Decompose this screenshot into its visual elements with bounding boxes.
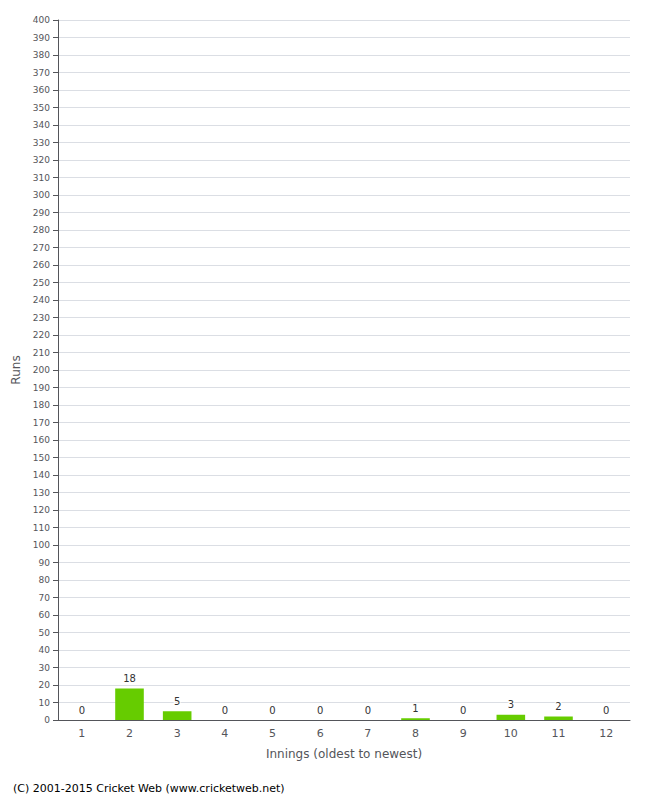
svg-text:150: 150 — [33, 453, 50, 463]
svg-text:220: 220 — [33, 330, 50, 340]
svg-text:70: 70 — [39, 593, 51, 603]
svg-text:Innings (oldest to newest): Innings (oldest to newest) — [266, 747, 422, 761]
svg-text:0: 0 — [222, 705, 228, 716]
svg-text:330: 330 — [33, 138, 50, 148]
svg-text:(C) 2001-2015 Cricket Web (www: (C) 2001-2015 Cricket Web (www.cricketwe… — [13, 782, 285, 795]
svg-text:340: 340 — [33, 120, 50, 130]
svg-text:0: 0 — [603, 705, 609, 716]
svg-text:130: 130 — [33, 488, 50, 498]
svg-text:240: 240 — [33, 295, 50, 305]
svg-text:280: 280 — [33, 225, 50, 235]
svg-text:5: 5 — [174, 696, 180, 707]
svg-text:0: 0 — [365, 705, 371, 716]
svg-text:10: 10 — [39, 698, 51, 708]
svg-text:0: 0 — [44, 715, 50, 725]
svg-text:320: 320 — [33, 155, 50, 165]
svg-text:290: 290 — [33, 208, 50, 218]
svg-text:370: 370 — [33, 68, 50, 78]
svg-text:100: 100 — [33, 540, 50, 550]
svg-text:180: 180 — [33, 400, 50, 410]
svg-text:190: 190 — [33, 383, 50, 393]
svg-text:300: 300 — [33, 190, 50, 200]
svg-text:360: 360 — [33, 85, 50, 95]
svg-text:390: 390 — [33, 33, 50, 43]
svg-text:8: 8 — [412, 727, 419, 740]
svg-text:0: 0 — [460, 705, 466, 716]
svg-text:5: 5 — [269, 727, 276, 740]
svg-text:230: 230 — [33, 313, 50, 323]
svg-text:1: 1 — [78, 727, 85, 740]
svg-text:210: 210 — [33, 348, 50, 358]
svg-text:270: 270 — [33, 243, 50, 253]
svg-text:250: 250 — [33, 278, 50, 288]
svg-text:140: 140 — [33, 470, 50, 480]
svg-text:2: 2 — [126, 727, 133, 740]
svg-text:18: 18 — [123, 673, 136, 684]
svg-text:3: 3 — [174, 727, 181, 740]
svg-text:6: 6 — [317, 727, 324, 740]
svg-text:0: 0 — [79, 705, 85, 716]
svg-text:40: 40 — [39, 645, 51, 655]
svg-text:1: 1 — [412, 703, 418, 714]
svg-text:80: 80 — [39, 575, 51, 585]
svg-text:0: 0 — [269, 705, 275, 716]
svg-text:400: 400 — [33, 15, 50, 25]
svg-text:2: 2 — [555, 701, 561, 712]
svg-text:11: 11 — [552, 727, 566, 740]
svg-text:4: 4 — [221, 727, 228, 740]
svg-text:3: 3 — [508, 699, 514, 710]
svg-text:170: 170 — [33, 418, 50, 428]
svg-text:50: 50 — [39, 628, 51, 638]
svg-text:90: 90 — [39, 558, 51, 568]
svg-text:380: 380 — [33, 50, 50, 60]
svg-text:12: 12 — [599, 727, 613, 740]
svg-text:120: 120 — [33, 505, 50, 515]
svg-text:7: 7 — [364, 727, 371, 740]
svg-text:60: 60 — [39, 610, 51, 620]
svg-text:20: 20 — [39, 680, 51, 690]
svg-text:110: 110 — [33, 523, 50, 533]
svg-text:310: 310 — [33, 173, 50, 183]
svg-text:0: 0 — [317, 705, 323, 716]
svg-text:200: 200 — [33, 365, 50, 375]
svg-text:30: 30 — [39, 663, 51, 673]
svg-text:350: 350 — [33, 103, 50, 113]
svg-text:Runs: Runs — [9, 355, 23, 384]
svg-text:160: 160 — [33, 435, 50, 445]
svg-text:10: 10 — [504, 727, 518, 740]
svg-text:9: 9 — [460, 727, 467, 740]
svg-text:260: 260 — [33, 260, 50, 270]
